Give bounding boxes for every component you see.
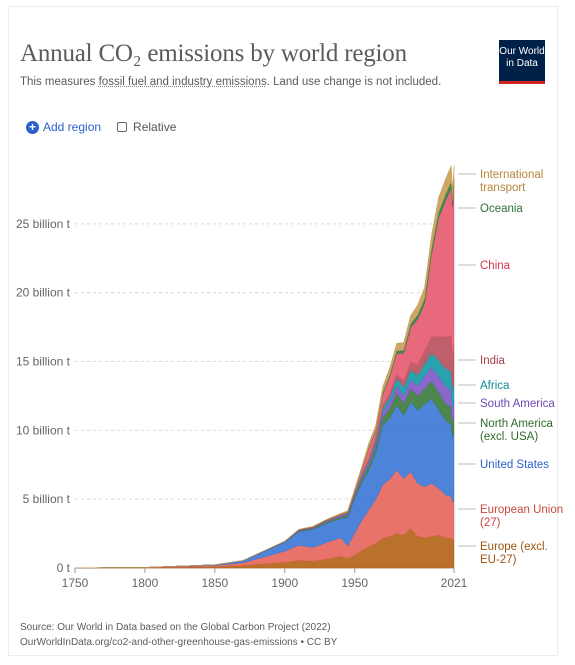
chart-footer: Source: Our World in Data based on the G…: [20, 620, 337, 650]
subtitle-link[interactable]: fossil fuel and industry emissions: [98, 76, 267, 88]
area-series[interactable]: [74, 165, 455, 569]
chart-title: Annual CO₂ emissions by world region: [20, 40, 407, 67]
legend-label-line: transport: [480, 182, 526, 194]
relative-label: Relative: [133, 120, 177, 134]
x-tick-label: 1900: [271, 576, 298, 590]
add-region-label: Add region: [43, 120, 102, 134]
x-tick-label: 1950: [341, 576, 368, 590]
legend-label[interactable]: Oceania: [480, 203, 523, 215]
relative-checkbox[interactable]: [117, 122, 128, 132]
legend-label[interactable]: Africa: [480, 380, 510, 392]
x-tick-label: 2021: [441, 576, 468, 590]
y-tick-label: 15 billion t: [16, 355, 71, 369]
legend-label[interactable]: India: [480, 355, 506, 367]
logo-line-1: Our World: [499, 46, 545, 57]
legend-label-line: International: [480, 169, 543, 181]
x-tick-label: 1750: [62, 576, 89, 590]
legend-label[interactable]: United States: [480, 459, 549, 471]
legend-label[interactable]: European Union (27): [480, 504, 563, 529]
legend-label-line: South America: [480, 398, 555, 410]
subtitle-text-end: . Land use change is not included.: [266, 76, 442, 88]
legend-label[interactable]: International transport: [480, 169, 543, 194]
logo-line-2: in Data: [506, 58, 538, 69]
source-url[interactable]: OurWorldInData.org/co2-and-other-greenho…: [20, 637, 338, 648]
subtitle-text-start: This measures: [20, 76, 99, 88]
legend-label[interactable]: China: [480, 260, 511, 272]
y-tick-label: 25 billion t: [16, 217, 71, 231]
chart-subtitle: This measures fossil fuel and industry e…: [20, 76, 441, 88]
y-tick-label: 0 t: [57, 561, 71, 575]
stacked-area-chart: 0 t 5 billion t 10 billion t 15 billion t 20…: [16, 165, 563, 590]
relative-toggle[interactable]: Relative: [117, 120, 176, 134]
source-text: Source: Our World in Data based on the G…: [20, 622, 331, 633]
plus-icon: +: [26, 120, 39, 134]
legend-label-line: Oceania: [480, 203, 523, 215]
legend-label-line: China: [480, 260, 511, 272]
legend-label-line: Europe (excl.: [480, 541, 548, 553]
y-tick-label: 5 billion t: [23, 492, 71, 506]
add-region-button[interactable]: + Add region: [26, 120, 101, 134]
legend-label[interactable]: Europe (excl. EU-27): [480, 541, 548, 566]
legend-label-line: Africa: [480, 380, 510, 392]
legend-label-line: North America: [480, 418, 553, 430]
owid-logo[interactable]: Our World in Data: [499, 40, 545, 84]
legend-label-line: (excl. USA): [480, 431, 538, 443]
legend-label-line: India: [480, 355, 506, 367]
legend-label-line: (27): [480, 517, 501, 529]
x-tick-label: 1800: [132, 576, 159, 590]
y-tick-label: 10 billion t: [16, 423, 71, 437]
legend-label-line: European Union: [480, 504, 563, 516]
legend-label-line: EU-27): [480, 554, 517, 566]
legend-label[interactable]: North America (excl. USA): [480, 418, 553, 443]
legend-label-line: United States: [480, 459, 549, 471]
x-tick-label: 1850: [202, 576, 229, 590]
y-tick-label: 20 billion t: [16, 286, 71, 300]
legend-label[interactable]: South America: [480, 398, 555, 410]
chart-controls: + Add region Relative: [26, 120, 176, 134]
